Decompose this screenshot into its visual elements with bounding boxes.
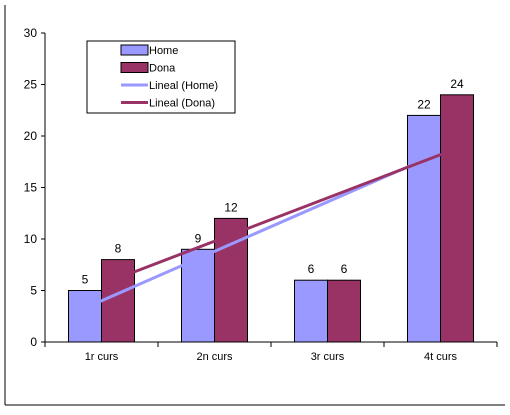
data-label: 12 — [224, 200, 238, 214]
y-tick-label: 15 — [24, 181, 38, 195]
data-label: 8 — [115, 242, 122, 256]
y-tick-label: 25 — [24, 78, 38, 92]
chart-border — [4, 5, 505, 406]
x-tick-label: 2n curs — [196, 351, 233, 363]
legend-box — [86, 40, 236, 114]
data-label: 9 — [195, 231, 202, 245]
legend-swatch-home — [120, 44, 149, 56]
legend-label: Lineal (Home) — [149, 80, 218, 92]
x-tick-label: 1r curs — [85, 351, 119, 363]
legend: Home Dona Lineal (Home) Lineal (Dona) — [86, 40, 236, 114]
y-tick-label: 20 — [24, 129, 38, 143]
data-label: 6 — [308, 262, 315, 276]
legend-label: Lineal (Dona) — [149, 98, 215, 110]
bar-home-0 — [68, 290, 102, 343]
axes-layer: 0 5 10 15 20 25 30 1r curs 2n curs 3r curs 4t curs — [24, 26, 498, 363]
y-tick-label: 10 — [24, 232, 38, 246]
bars-layer — [68, 94, 474, 343]
bar-dona-2 — [327, 279, 361, 343]
bar-dona-3 — [440, 94, 474, 343]
data-label: 5 — [82, 273, 89, 287]
x-tick-label: 4t curs — [424, 351, 458, 363]
bar-home-2 — [294, 279, 328, 343]
y-tick-label: 30 — [24, 26, 38, 40]
y-tick-label: 5 — [30, 284, 37, 298]
trendline-home — [83, 158, 426, 310]
data-label: 6 — [341, 262, 348, 276]
trendlines-layer — [83, 146, 459, 310]
bar-dona-1 — [214, 217, 248, 343]
bar-home-3 — [407, 114, 441, 343]
legend-swatch-dona — [120, 62, 149, 73]
trendline-dona — [116, 146, 459, 280]
legend-label: Dona — [149, 63, 176, 75]
data-label: 22 — [417, 97, 431, 111]
legend-label: Home — [149, 45, 178, 57]
data-labels-layer: 5 9 6 22 8 12 6 24 — [82, 77, 464, 287]
x-tick-label: 3r curs — [311, 351, 345, 363]
bar-dona-0 — [101, 259, 135, 343]
y-tick-label: 0 — [30, 335, 37, 349]
data-label: 24 — [450, 77, 464, 91]
